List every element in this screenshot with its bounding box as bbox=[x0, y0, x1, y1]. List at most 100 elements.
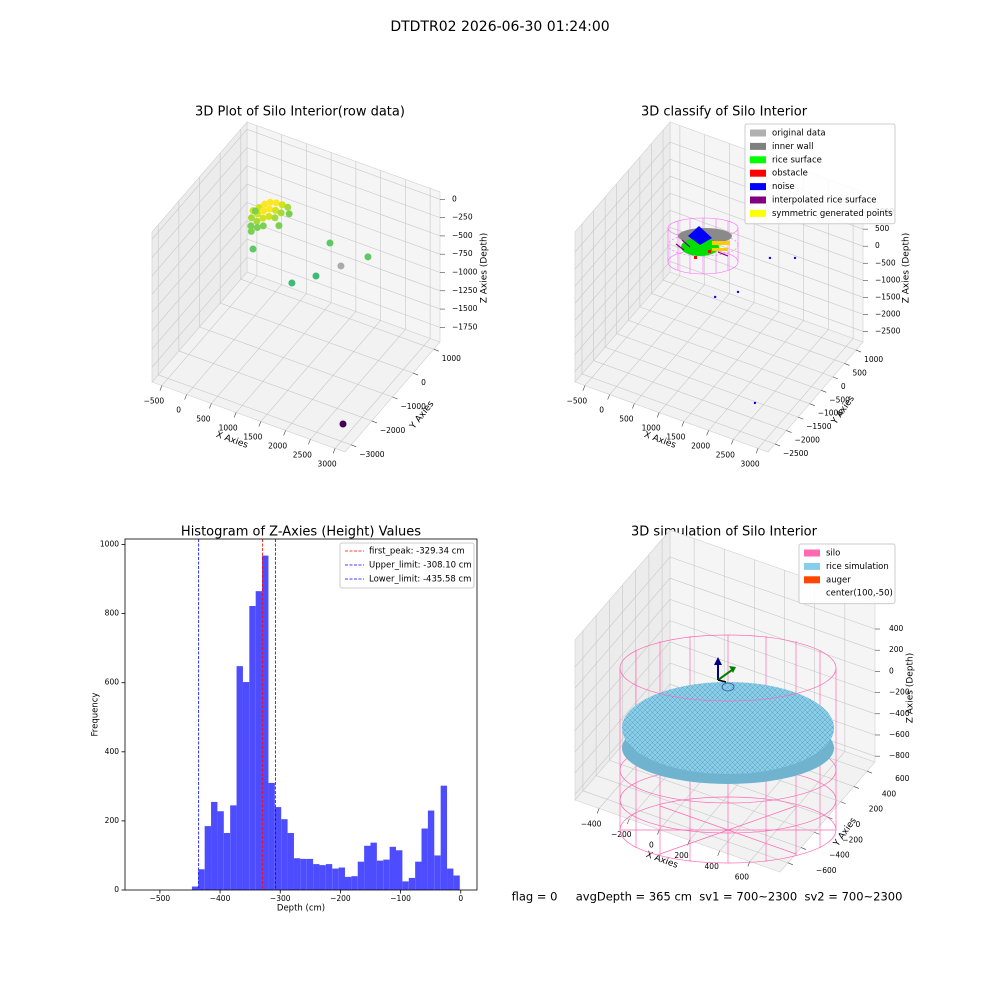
histogram-bar bbox=[236, 666, 243, 890]
histogram-bar bbox=[242, 682, 250, 890]
silo-top-ring bbox=[619, 634, 837, 702]
histogram-bar bbox=[313, 864, 320, 890]
grid-line bbox=[246, 147, 441, 218]
x-tick-label: 200 bbox=[674, 851, 689, 860]
y-tick-mark bbox=[814, 831, 820, 835]
x-tick-label: 2500 bbox=[293, 450, 312, 459]
grid-line bbox=[733, 329, 829, 440]
data-point bbox=[285, 210, 293, 218]
grid-line bbox=[669, 244, 864, 315]
grid-line bbox=[574, 578, 671, 689]
histogram-bar bbox=[453, 875, 460, 890]
y-tick-label: 0 bbox=[114, 885, 119, 894]
legend-swatch bbox=[750, 129, 766, 137]
grid-line bbox=[220, 302, 414, 374]
arrow-y-head bbox=[729, 666, 736, 673]
histogram-bar bbox=[268, 782, 275, 890]
x-tick-label: 0 bbox=[649, 841, 654, 850]
subplot-title: 3D Plot of Silo Interior(row data) bbox=[195, 105, 405, 120]
axis-label: Z Axies (Depth) bbox=[906, 653, 916, 724]
legend-label: Lower_limit: -435.58 cm bbox=[369, 575, 471, 585]
legend-swatch bbox=[804, 576, 820, 584]
legend-label: rice surface bbox=[772, 155, 822, 165]
grid-line bbox=[582, 790, 789, 864]
z-tick-label: 500 bbox=[875, 224, 890, 233]
x-tick-label: 1000 bbox=[219, 424, 238, 433]
data-point bbox=[259, 222, 267, 230]
histogram-bar bbox=[204, 826, 212, 890]
histogram-bar bbox=[447, 868, 454, 890]
histogram-bar bbox=[300, 858, 307, 890]
histogram-bar bbox=[211, 801, 218, 890]
z-tick-label: −1500 bbox=[452, 304, 478, 313]
interpolated-strokes bbox=[675, 239, 729, 257]
grid-line bbox=[246, 165, 441, 237]
histogram-bar bbox=[357, 861, 365, 890]
noise-blob bbox=[688, 226, 712, 245]
grid-line bbox=[574, 244, 671, 355]
histogram-bar bbox=[338, 867, 345, 890]
grid-line bbox=[669, 261, 864, 332]
subplot-title: 3D classify of Silo Interior bbox=[641, 105, 808, 120]
histogram-bar bbox=[198, 869, 205, 890]
data-point bbox=[266, 205, 274, 213]
y-tick-mark bbox=[840, 801, 846, 805]
data-point bbox=[271, 214, 279, 222]
histogram-bar bbox=[351, 876, 358, 890]
subplot-title: 3D simulation of Silo Interior bbox=[631, 525, 818, 540]
x-tick-label: 1000 bbox=[642, 424, 661, 433]
x-tick-mark bbox=[607, 394, 610, 400]
x-tick-mark bbox=[283, 430, 286, 436]
histogram-bar bbox=[249, 606, 256, 890]
grid-line bbox=[634, 293, 730, 404]
histogram-bar bbox=[364, 845, 371, 890]
plot-frame bbox=[124, 538, 478, 891]
x-tick-label: 3000 bbox=[741, 459, 760, 468]
legend-swatch bbox=[750, 156, 766, 164]
data-point bbox=[265, 212, 273, 220]
grid-line bbox=[574, 141, 671, 253]
histogram-bar bbox=[223, 832, 231, 890]
histogram-bar bbox=[415, 861, 422, 890]
legend-box bbox=[798, 543, 896, 605]
y-tick-label: 1000 bbox=[442, 354, 461, 363]
x-tick-mark bbox=[258, 421, 262, 427]
z-tick-label: 200 bbox=[889, 645, 904, 654]
y-tick-mark bbox=[832, 376, 838, 380]
y-tick-label: 400 bbox=[882, 789, 897, 798]
histogram-bar bbox=[274, 807, 282, 890]
y-tick-mark bbox=[351, 444, 357, 448]
x-tick-mark bbox=[209, 403, 212, 409]
grid-line bbox=[757, 338, 854, 449]
y-tick-mark bbox=[786, 430, 792, 433]
x-tick-mark bbox=[184, 394, 187, 400]
data-point bbox=[364, 253, 372, 261]
y-tick-label: 1000 bbox=[864, 355, 883, 364]
x-tick-mark bbox=[706, 430, 709, 436]
data-point bbox=[260, 207, 268, 215]
grid-line bbox=[158, 374, 352, 446]
data-point bbox=[284, 203, 292, 211]
grid-line bbox=[240, 278, 434, 350]
grid-line bbox=[151, 202, 248, 313]
arrow-y bbox=[717, 669, 733, 681]
axis-label: Z Axies (Depth) bbox=[902, 233, 912, 304]
y-tick-mark bbox=[413, 372, 419, 376]
x-tick-label: −400 bbox=[210, 894, 231, 903]
x-tick-mark bbox=[332, 448, 336, 454]
data-point bbox=[272, 206, 280, 214]
z-tick-label: −250 bbox=[452, 213, 473, 222]
grid-line bbox=[246, 238, 441, 310]
grid-line bbox=[596, 775, 802, 848]
symmetric-blob bbox=[712, 241, 730, 251]
legend-swatch bbox=[750, 169, 766, 177]
grid-line bbox=[669, 620, 876, 693]
histogram-bar bbox=[191, 886, 199, 890]
grid-line bbox=[246, 257, 441, 328]
grid-line bbox=[151, 183, 248, 295]
y-tick-label: −3000 bbox=[359, 450, 385, 459]
z-tick-label: 400 bbox=[889, 624, 904, 633]
histogram-bar bbox=[402, 881, 409, 890]
x-tick-label: 2000 bbox=[268, 441, 287, 450]
y-tick-label: −2000 bbox=[795, 436, 821, 445]
